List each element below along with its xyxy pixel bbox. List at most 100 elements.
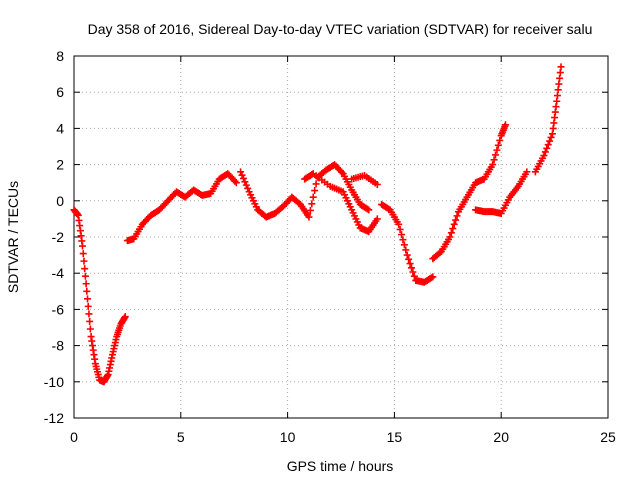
y-tick-label: -10: [44, 374, 64, 390]
data-point: [306, 206, 314, 214]
data-point: [543, 144, 551, 152]
data-point: [242, 181, 250, 189]
x-tick-label: 10: [280, 429, 296, 445]
y-tick-label: 4: [56, 120, 64, 136]
data-point: [83, 287, 91, 295]
data-point: [406, 260, 414, 268]
data-point: [232, 179, 240, 187]
series-1: [100, 313, 129, 386]
data-point: [84, 302, 92, 310]
y-tick-label: 6: [56, 84, 64, 100]
y-tick-label: -8: [52, 338, 65, 354]
x-tick-label: 25: [600, 429, 616, 445]
series-4: [301, 170, 381, 236]
data-point: [405, 255, 413, 263]
data-point: [453, 212, 461, 220]
data-point: [501, 121, 509, 129]
x-tick-label: 5: [177, 429, 185, 445]
series-2: [123, 170, 240, 245]
data-point: [238, 171, 246, 179]
data-point: [365, 206, 373, 214]
data-point: [446, 233, 454, 241]
data-point: [82, 280, 90, 288]
data-point: [546, 137, 554, 145]
data-point: [305, 213, 313, 221]
data-point: [312, 180, 320, 188]
data-point: [244, 184, 252, 192]
y-tick-label: -4: [52, 265, 65, 281]
x-tick-label: 0: [70, 429, 78, 445]
data-point: [410, 272, 418, 280]
data-point: [403, 251, 411, 259]
data-point: [450, 220, 458, 228]
data-point: [363, 205, 371, 213]
data-point: [79, 250, 87, 258]
data-marks: [70, 63, 565, 386]
data-point: [402, 246, 410, 254]
data-point: [80, 257, 88, 265]
data-point: [241, 178, 249, 186]
data-point: [400, 241, 408, 249]
data-point: [557, 63, 565, 71]
y-tick-label: 8: [56, 48, 64, 64]
series-6: [378, 200, 437, 286]
data-point: [544, 141, 552, 149]
data-point: [429, 273, 437, 281]
axes: 0 5 10 15 20 25 -12 -10 -8 -6 -4 -2 0 2 4 6 8: [44, 48, 616, 445]
data-point: [79, 242, 87, 250]
grid-lines: [74, 56, 608, 418]
y-tick-label: 2: [56, 157, 64, 173]
data-point: [239, 174, 247, 182]
data-point: [231, 177, 239, 185]
series-9: [531, 63, 565, 176]
series-5: [348, 171, 381, 189]
chart-title: Day 358 of 2016, Sidereal Day-to-day VTE…: [88, 21, 593, 37]
series-0: [70, 206, 108, 386]
series-7: [429, 121, 509, 263]
data-point: [338, 168, 346, 176]
data-point: [308, 200, 316, 208]
data-point: [308, 171, 316, 179]
data-point: [311, 187, 319, 195]
y-axis-label: SDTVAR / TECUs: [5, 181, 21, 293]
data-point: [396, 225, 404, 233]
x-axis-label: GPS time / hours: [287, 458, 394, 474]
data-point: [86, 317, 94, 325]
data-point: [395, 220, 403, 228]
x-tick-label: 15: [387, 429, 403, 445]
data-point: [547, 133, 555, 141]
data-point: [81, 272, 89, 280]
data-point: [85, 310, 93, 318]
data-point: [237, 168, 245, 176]
data-point: [493, 146, 501, 154]
data-point: [398, 231, 406, 239]
data-point: [373, 215, 381, 223]
data-point: [409, 268, 417, 276]
series-8: [472, 168, 531, 217]
y-tick-label: -12: [44, 410, 64, 426]
data-point: [489, 161, 497, 169]
data-point: [523, 168, 531, 176]
y-tick-label: 0: [56, 193, 64, 209]
data-point: [399, 236, 407, 244]
data-point: [449, 225, 457, 233]
data-point: [407, 264, 415, 272]
data-point: [447, 229, 455, 237]
data-point: [436, 249, 444, 257]
data-point: [121, 313, 129, 321]
y-tick-label: -6: [52, 301, 65, 317]
data-point: [309, 193, 317, 201]
data-point: [540, 152, 548, 160]
data-point: [84, 295, 92, 303]
data-point: [81, 265, 89, 273]
data-point: [541, 148, 549, 156]
data-point: [494, 141, 502, 149]
data-point: [427, 274, 435, 282]
data-point: [496, 136, 504, 144]
data-point: [452, 216, 460, 224]
series-3: [237, 161, 373, 221]
y-tick-label: -2: [52, 229, 65, 245]
data-point: [492, 151, 500, 159]
x-tick-label: 20: [493, 429, 509, 445]
